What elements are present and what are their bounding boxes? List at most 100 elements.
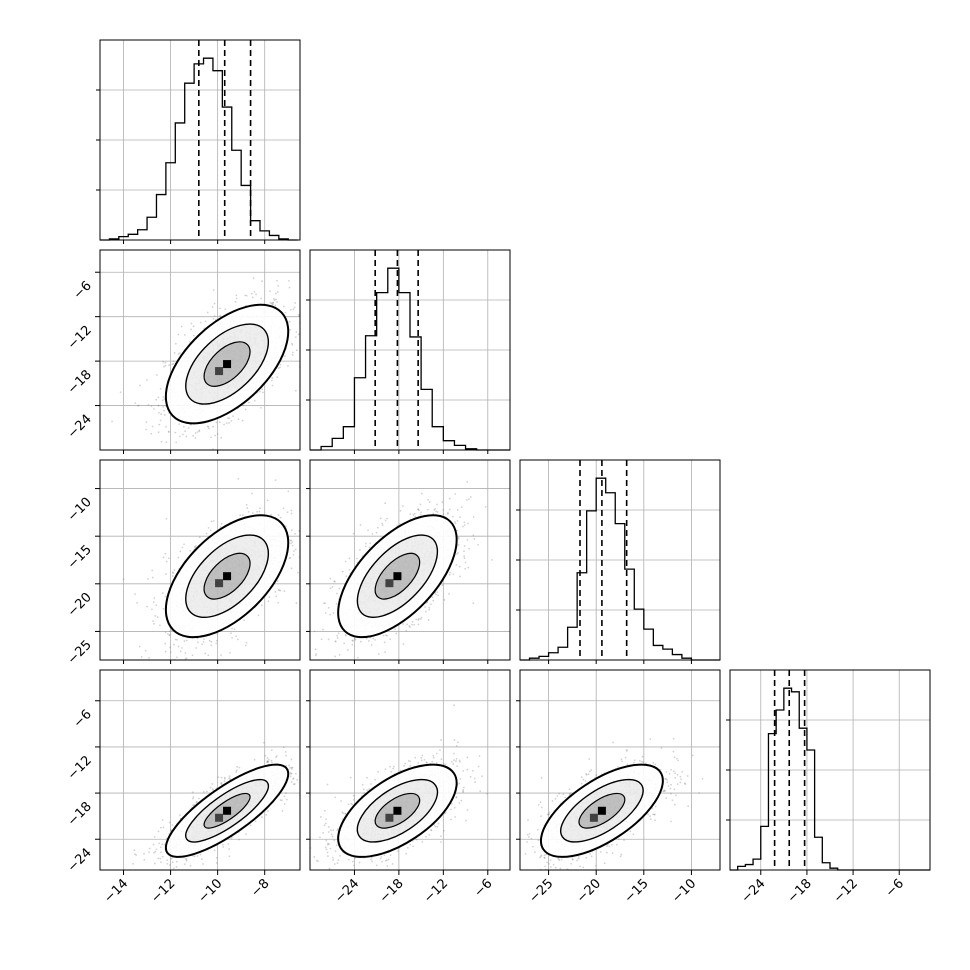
scatter-point (250, 292, 253, 295)
scatter-point (338, 587, 341, 590)
scatter-point (227, 843, 230, 845)
scatter-point (336, 592, 338, 595)
scatter-point (348, 557, 351, 560)
scatter-point (368, 546, 371, 549)
scatter-point (191, 654, 194, 657)
scatter-point (202, 863, 204, 865)
scatter-point (160, 440, 163, 443)
scatter-point (210, 644, 213, 647)
scatter-point (171, 575, 174, 577)
scatter-point (195, 464, 197, 466)
scatter-point (136, 601, 139, 604)
scatter-point (290, 766, 293, 769)
scatter-point (174, 342, 177, 345)
scatter-point (379, 517, 382, 520)
scatter-point (164, 595, 167, 598)
scatter-point (352, 639, 354, 642)
scatter-point (156, 374, 158, 376)
scatter-point (158, 842, 161, 845)
scatter-point (446, 511, 449, 514)
density-peak-cell (223, 572, 232, 581)
density-cell (215, 367, 224, 376)
scatter-point (179, 814, 181, 817)
scatter-point (287, 490, 290, 493)
scatter-point (162, 876, 164, 878)
scatter-point (140, 655, 143, 658)
scatter-point (396, 524, 399, 527)
scatter-point (296, 778, 299, 781)
scatter-point (244, 408, 247, 411)
scatter-point (195, 544, 197, 547)
scatter-point (384, 519, 387, 522)
scatter-point (237, 418, 240, 421)
scatter-point (220, 522, 223, 525)
scatter-point (424, 606, 426, 608)
scatter-point (472, 516, 475, 518)
scatter-point (215, 642, 218, 645)
density-cell (215, 579, 224, 588)
scatter-point (222, 846, 225, 848)
panel-2d-1-0 (99, 249, 301, 474)
density-peak-cell (223, 360, 232, 369)
scatter-point (159, 857, 162, 860)
scatter-point (168, 557, 170, 560)
scatter-point (235, 769, 238, 772)
scatter-point (428, 501, 431, 503)
scatter-point (164, 650, 167, 653)
scatter-point (463, 557, 466, 560)
scatter-point (211, 306, 214, 308)
scatter-point (419, 513, 422, 516)
scatter-point (255, 293, 257, 296)
scatter-point (228, 855, 231, 858)
scatter-point (402, 643, 405, 646)
scatter-point (324, 612, 327, 614)
scatter-point (174, 431, 177, 434)
scatter-point (343, 642, 346, 645)
scatter-point (271, 384, 274, 387)
scatter-point (173, 352, 176, 354)
scatter-point (266, 760, 269, 762)
scatter-point (356, 656, 359, 659)
histogram-3 (730, 687, 930, 871)
scatter-point (291, 342, 293, 345)
scatter-point (290, 768, 293, 770)
scatter-point (196, 431, 199, 433)
scatter-point (300, 565, 302, 567)
scatter-point (427, 619, 430, 621)
scatter-point (234, 300, 237, 303)
scatter-point (162, 607, 165, 610)
scatter-point (210, 520, 213, 523)
scatter-point (192, 334, 195, 337)
scatter-point (411, 620, 414, 623)
scatter-point (148, 851, 150, 854)
scatter-point (194, 545, 196, 548)
scatter-point (179, 650, 182, 653)
scatter-point (165, 425, 167, 428)
scatter-point (165, 441, 168, 444)
scatter-point (413, 623, 416, 626)
scatter-point (425, 610, 427, 613)
scatter-point (209, 472, 211, 474)
scatter-point (282, 746, 285, 749)
scatter-point (324, 602, 327, 605)
scatter-point (274, 590, 277, 593)
scatter-point (415, 618, 418, 621)
scatter-point (331, 586, 334, 588)
scatter-point (159, 387, 162, 390)
scatter-point (242, 404, 244, 407)
scatter-point (260, 297, 263, 300)
scatter-point (276, 376, 279, 378)
scatter-point (245, 503, 248, 506)
scatter-point (239, 514, 241, 517)
scatter-point (169, 651, 172, 654)
panel-2d-3-0 (99, 669, 301, 878)
scatter-point (214, 434, 217, 437)
scatter-point (146, 605, 148, 608)
scatter-point (290, 539, 293, 542)
scatter-point (301, 512, 303, 514)
scatter-point (344, 634, 347, 637)
scatter-point (449, 571, 452, 574)
scatter-point (289, 556, 292, 559)
scatter-point (162, 826, 165, 829)
